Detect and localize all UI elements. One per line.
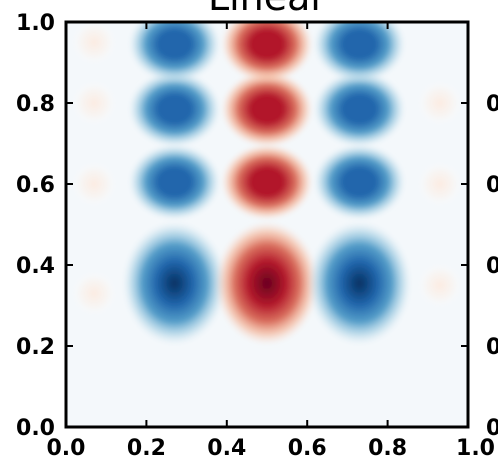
right-edge-label: 0: [486, 254, 498, 279]
heatmap-blob: [221, 143, 313, 220]
y-tick-label: 1.0: [16, 11, 55, 36]
x-tick-label: 0.6: [288, 436, 327, 461]
y-tick-label: 0.0: [16, 416, 55, 441]
x-tick-label: 0.0: [47, 436, 86, 461]
x-tick-label: 0.4: [207, 436, 246, 461]
heatmap-blob: [72, 22, 117, 65]
y-tick-label: 0.2: [16, 335, 55, 360]
heatmap-blob: [417, 263, 462, 308]
heatmap-blob: [72, 81, 117, 125]
y-tick-label: 0.4: [16, 254, 55, 279]
heatmap-blob: [128, 143, 221, 220]
x-tick-label: 0.2: [127, 436, 166, 461]
right-edge-label: 0: [486, 335, 498, 360]
heatmap-blob: [221, 71, 313, 148]
right-edge-label: 0: [486, 173, 498, 198]
right-edge-labels: 0 0 0 0 0: [486, 92, 498, 441]
plot-area: [66, 22, 468, 427]
x-tick-label: 0.8: [368, 436, 407, 461]
heatmap-blob: [417, 162, 462, 206]
heatmap-blob: [128, 22, 221, 83]
x-tick-label: 1.0: [456, 436, 495, 461]
heatmap-blob: [313, 22, 406, 83]
right-edge-label: 0: [486, 92, 498, 117]
heatmap-blob: [72, 162, 117, 206]
heatmap-blob: [215, 221, 319, 346]
heatmap-field: [72, 22, 462, 346]
heatmap-blob: [72, 271, 117, 316]
heatmap-blob: [122, 221, 227, 346]
y-axis: 0.0 0.2 0.4 0.6 0.8 1.0: [16, 11, 468, 441]
y-tick-label: 0.8: [16, 92, 55, 117]
y-tick-label: 0.6: [16, 173, 55, 198]
heatmap-blob: [307, 221, 412, 346]
chart-title: Linear: [208, 0, 326, 19]
heatmap-blob: [128, 71, 221, 148]
heatmap-blob: [417, 81, 462, 125]
right-edge-label: 0: [486, 416, 498, 441]
heatmap-blob: [313, 71, 406, 148]
heatmap-blob: [221, 22, 313, 83]
plot-frame: [64, 20, 470, 429]
heatmap-blob: [313, 143, 406, 220]
